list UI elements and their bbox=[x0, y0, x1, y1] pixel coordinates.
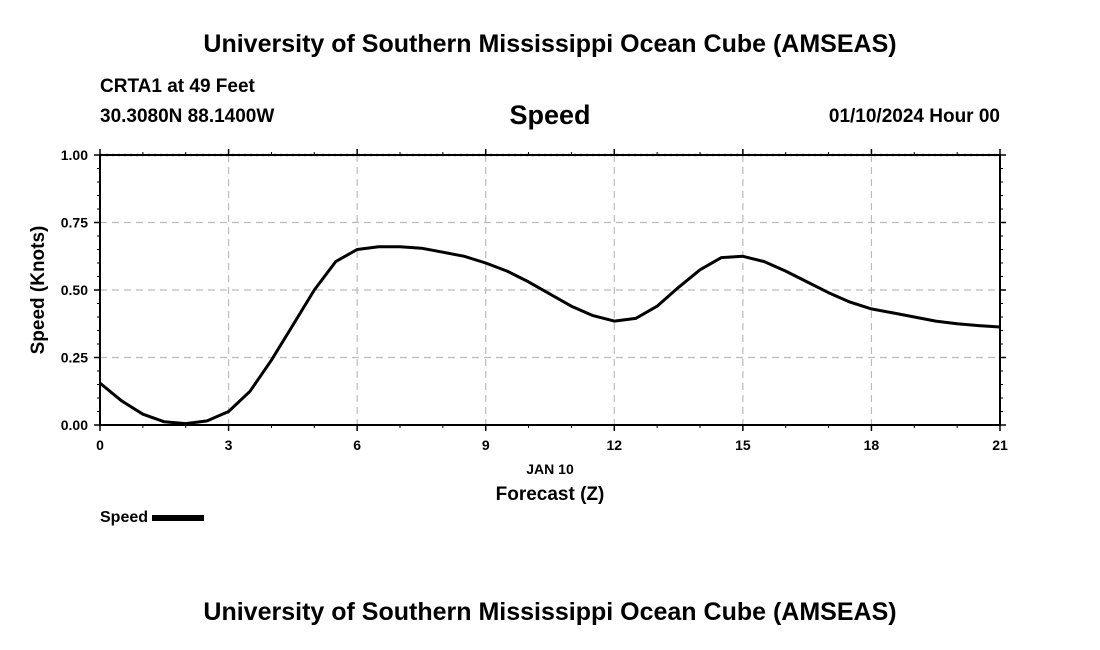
footer-title: University of Southern Mississippi Ocean… bbox=[203, 598, 897, 626]
station-label: CRTA1 at 49 Feet bbox=[100, 76, 255, 97]
grid-lines bbox=[100, 153, 1000, 425]
coordinates-label: 30.3080N 88.1400W bbox=[100, 106, 275, 127]
x-tick-label: 3 bbox=[225, 437, 233, 453]
y-tick-label: 0.75 bbox=[61, 215, 88, 231]
x-tick-label: 9 bbox=[482, 437, 490, 453]
legend: Speed bbox=[100, 509, 205, 527]
variable-title: Speed bbox=[509, 100, 591, 130]
x-tick-label: 12 bbox=[606, 437, 622, 453]
x-axis-title: Forecast (Z) bbox=[496, 484, 605, 505]
x-tick-label: 0 bbox=[96, 437, 104, 453]
speed-series-line bbox=[99, 245, 1001, 426]
y-tick-label: 1.00 bbox=[61, 147, 88, 163]
x-tick-label: 21 bbox=[992, 437, 1008, 453]
tick-labels: 0 3 6 9 12 15 18 21 0.00 0.25 0.50 0.75 1.00 bbox=[61, 147, 1008, 453]
y-tick-label: 0.50 bbox=[61, 282, 88, 298]
y-tick-label: 0.25 bbox=[61, 350, 88, 366]
date-label: JAN 10 bbox=[526, 461, 574, 477]
x-tick-label: 18 bbox=[864, 437, 880, 453]
forecast-datetime: 01/10/2024 Hour 00 bbox=[828, 106, 1000, 127]
y-axis-title: Speed (Knots) bbox=[28, 226, 49, 355]
legend-label-speed: Speed bbox=[100, 509, 149, 526]
x-tick-label: 6 bbox=[353, 437, 361, 453]
legend-swatch-speed bbox=[152, 515, 205, 521]
y-tick-label: 0.00 bbox=[61, 417, 88, 433]
chart-title: University of Southern Mississippi Ocean… bbox=[203, 30, 897, 58]
plot-frame bbox=[99, 154, 1001, 426]
x-tick-label: 15 bbox=[735, 437, 751, 453]
